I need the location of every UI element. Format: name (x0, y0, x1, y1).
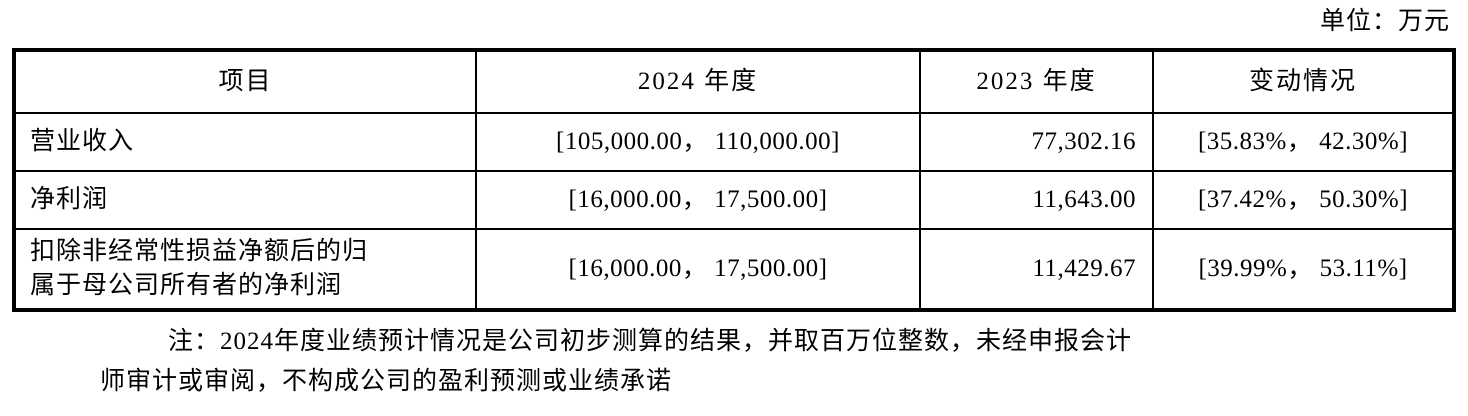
table-footnote: 注：2024年度业绩预计情况是公司初步测算的结果，并取百万位整数，未经申报会计 … (0, 322, 1468, 402)
cell-year-2024: [105,000.00， 110,000.00] (475, 112, 921, 172)
column-header-change: 变动情况 (1152, 49, 1455, 114)
footnote-line-1: 注：2024年度业绩预计情况是公司初步测算的结果，并取百万位整数，未经申报会计 (168, 328, 1133, 355)
row-label-line-1: 营业收入 (30, 128, 135, 155)
row-label: 净利润 (13, 170, 477, 230)
column-header-year-2024: 2024 年度 (475, 49, 921, 114)
column-header-item: 项目 (13, 49, 477, 114)
unit-caption: 单位：万元 (1319, 8, 1450, 35)
cell-year-2024: [16,000.00， 17,500.00] (475, 170, 921, 230)
table-row: 净利润 [16,000.00， 17,500.00] 11,643.00 [37… (13, 170, 1455, 230)
cell-change: [39.99%， 53.11%] (1152, 228, 1455, 311)
table-row: 营业收入 [105,000.00， 110,000.00] 77,302.16 … (13, 112, 1455, 172)
row-label-line-2: 属于母公司所有者的净利润 (30, 272, 343, 299)
performance-forecast-table: 项目 2024 年度 2023 年度 变动情况 营业收入 [105,000.00… (12, 48, 1456, 312)
table-header-row: 项目 2024 年度 2023 年度 变动情况 (13, 49, 1455, 114)
cell-year-2024: [16,000.00， 17,500.00] (475, 228, 921, 311)
column-header-year-2023: 2023 年度 (919, 49, 1154, 114)
cell-year-2023: 11,429.67 (919, 228, 1154, 311)
row-label: 营业收入 (13, 112, 477, 172)
row-label-line-1: 净利润 (30, 186, 109, 213)
cell-year-2023: 77,302.16 (919, 112, 1154, 172)
cell-year-2023: 11,643.00 (919, 170, 1154, 230)
financial-table-container: 项目 2024 年度 2023 年度 变动情况 营业收入 [105,000.00… (12, 48, 1456, 312)
cell-change: [37.42%， 50.30%] (1152, 170, 1455, 230)
row-label: 扣除非经常性损益净额后的归 属于母公司所有者的净利润 (13, 228, 477, 311)
row-label-line-1: 扣除非经常性损益净额后的归 (30, 238, 369, 265)
table-row: 扣除非经常性损益净额后的归 属于母公司所有者的净利润 [16,000.00， 1… (13, 228, 1455, 311)
footnote-line-2: 师审计或审阅，不构成公司的盈利预测或业绩承诺 (100, 368, 673, 395)
cell-change: [35.83%， 42.30%] (1152, 112, 1455, 172)
